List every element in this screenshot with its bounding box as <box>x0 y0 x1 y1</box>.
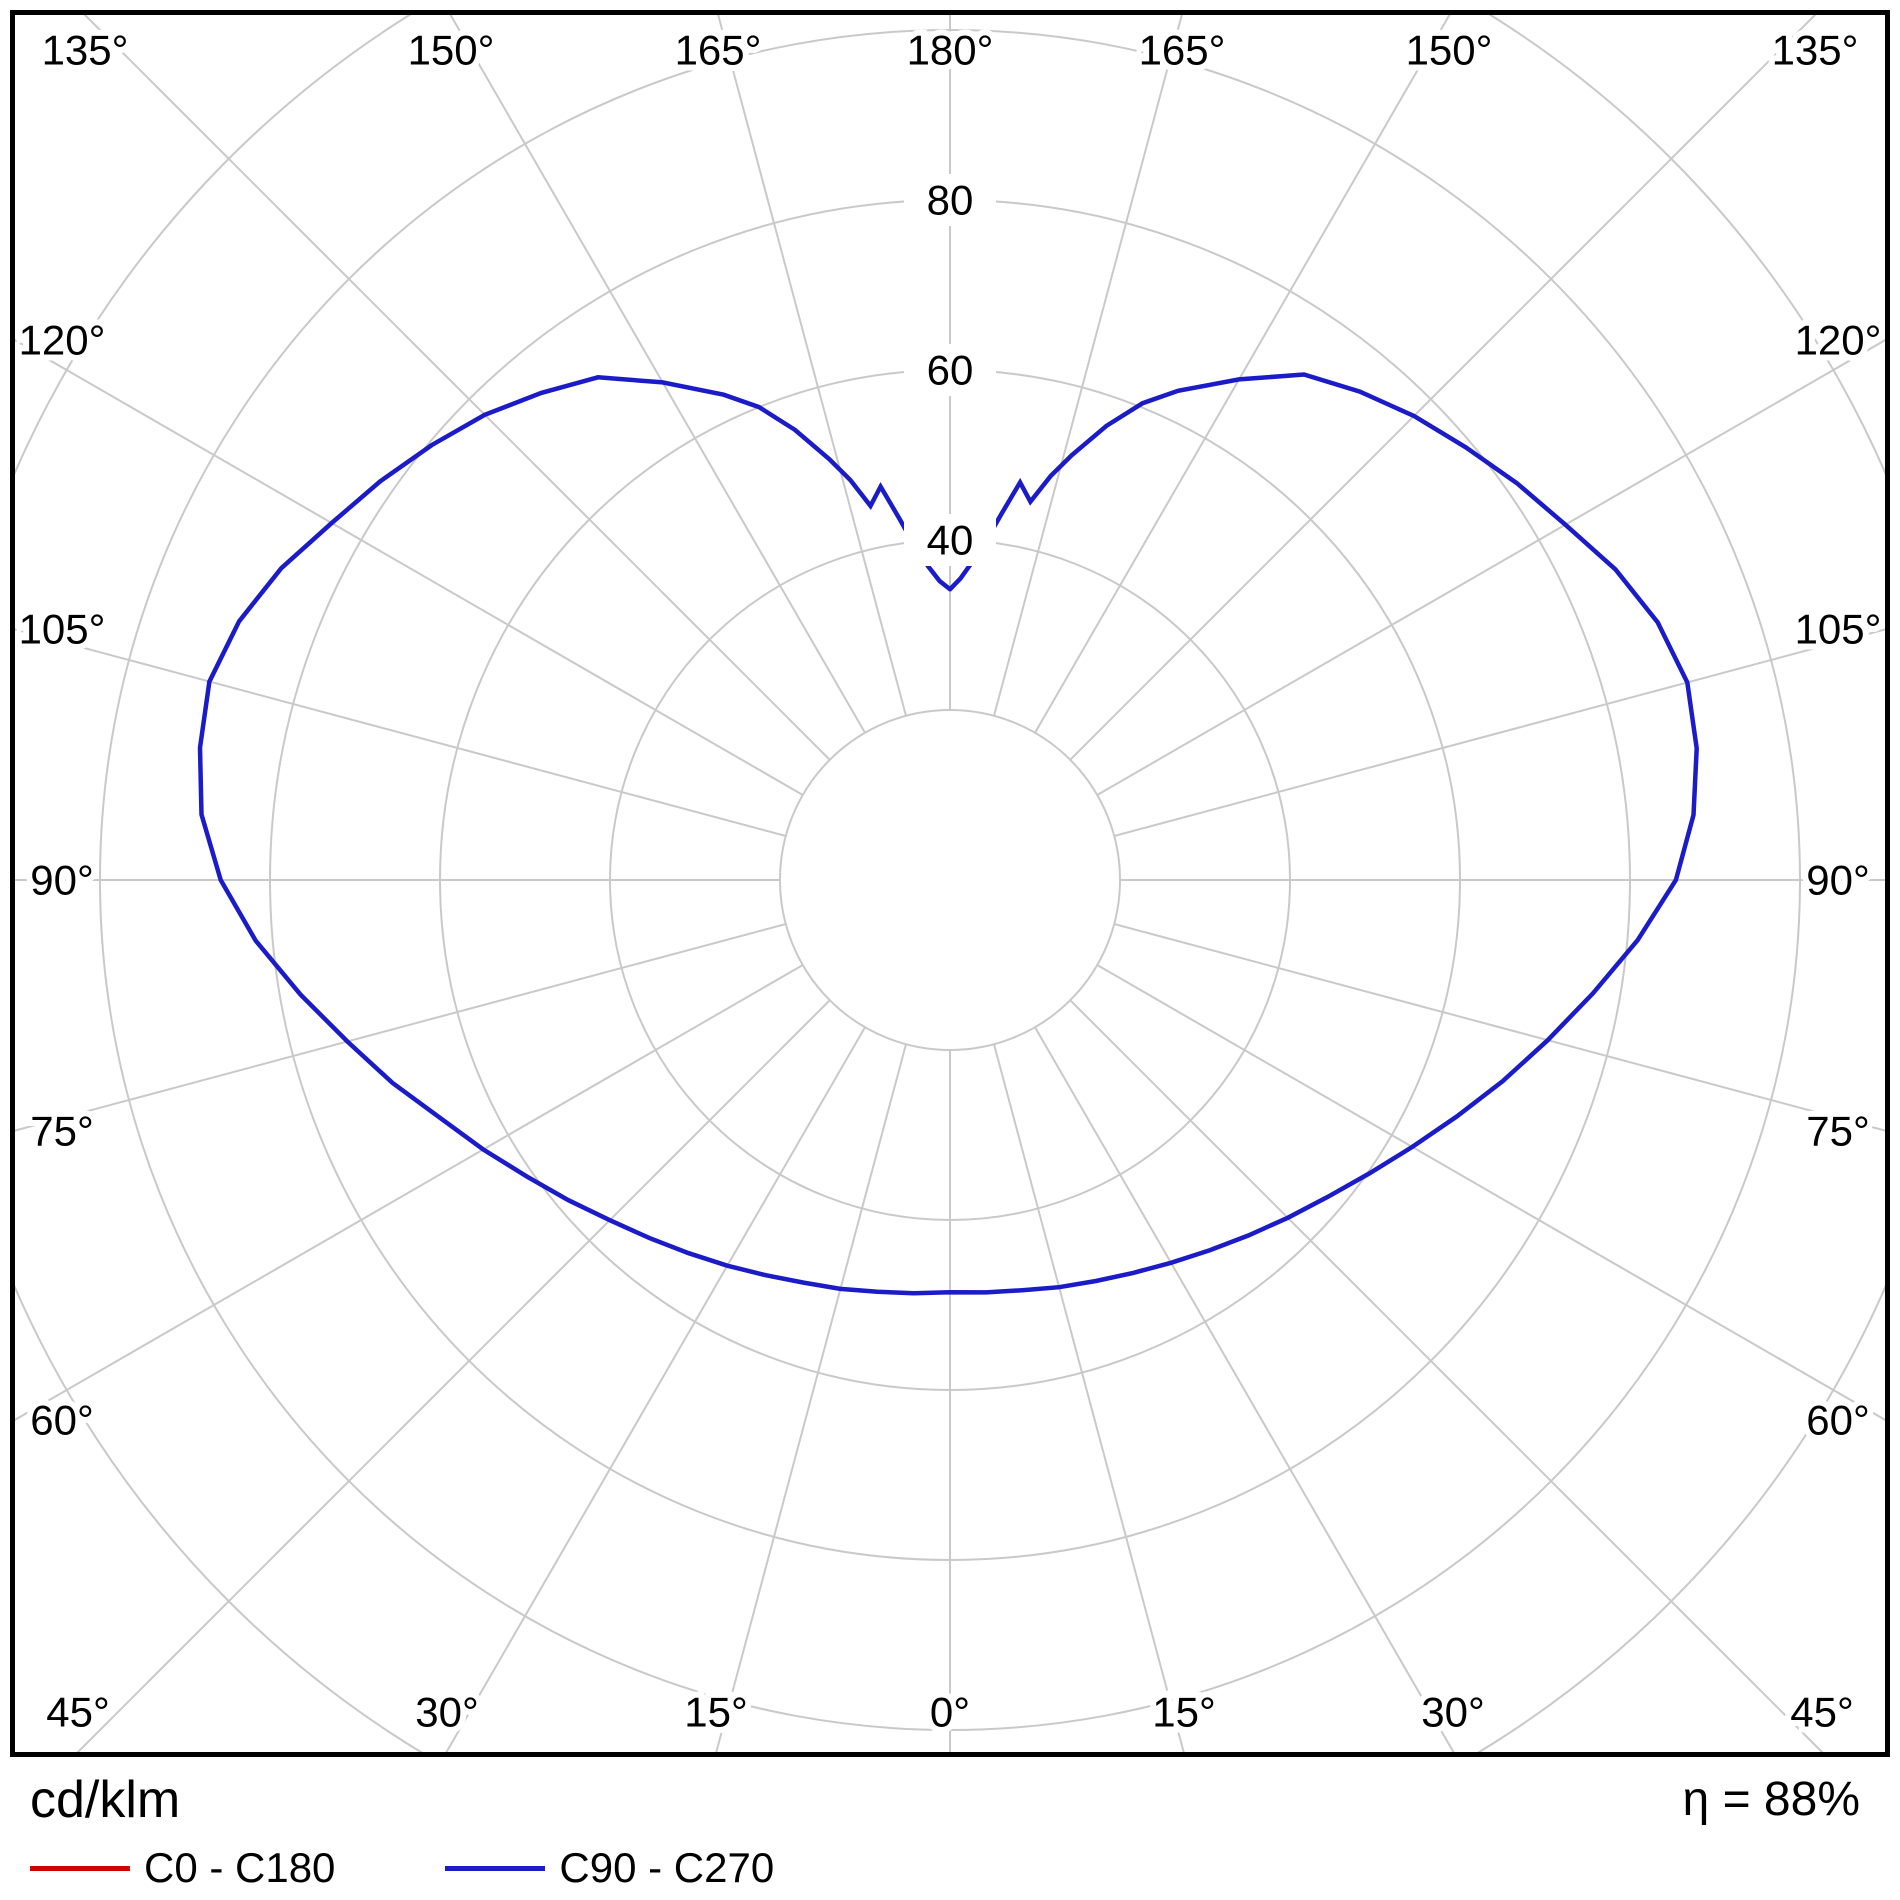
angle-label-150-right: 150° <box>1406 27 1493 74</box>
legend: C0 - C180 C90 - C270 <box>30 1844 774 1892</box>
grid-ray <box>445 1026 866 1752</box>
grid-ray <box>449 15 866 734</box>
legend-item-c90-c270: C90 - C270 <box>445 1844 774 1892</box>
grid-ray <box>715 1043 907 1752</box>
angle-label-15-left: 15° <box>684 1689 748 1736</box>
grid-ray <box>83 15 831 761</box>
angle-label-105-right: 105° <box>1795 606 1882 653</box>
efficiency-value: η = 88% <box>1682 1773 1860 1826</box>
angle-label-45-right: 45° <box>1790 1689 1854 1736</box>
angle-label-0-right: 0° <box>930 1689 970 1736</box>
angle-label-135-left: 135° <box>42 27 129 74</box>
legend-label-c90-c270: C90 - C270 <box>559 1844 775 1891</box>
grid-ray <box>1069 999 1824 1752</box>
grid-ray <box>1113 923 1885 1132</box>
angle-label-120-right: 120° <box>1795 317 1882 364</box>
legend-item-c0-c180: C0 - C180 <box>30 1844 335 1892</box>
angle-label-45-left: 45° <box>46 1689 110 1736</box>
polar-chart-area: 40 60 80 0° 15° 15° 30° 30° 45° 45° 60° 60° 75° 75° 90… <box>10 10 1890 1757</box>
grid-ray <box>15 923 787 1132</box>
units-label: cd/klm <box>30 1771 181 1829</box>
legend-swatch-c90-c270 <box>445 1865 546 1871</box>
grid-ray <box>76 999 831 1752</box>
grid-ray <box>993 1043 1185 1752</box>
polar-chart: 40 60 80 0° 15° 15° 30° 30° 45° 45° 60° 60° 75° 75° 90… <box>10 10 1890 1757</box>
legend-swatch-c0-c180 <box>30 1865 130 1871</box>
chart-border <box>10 10 1890 1757</box>
legend-label-c0-c180: C0 - C180 <box>144 1844 336 1891</box>
angle-label-165-left: 165° <box>675 27 762 74</box>
grid-ray <box>717 15 907 717</box>
angle-label-90-right: 90° <box>1806 857 1870 904</box>
angle-label-90-left: 90° <box>30 857 94 904</box>
chart-footer: cd/klm η = 88% C0 - C180 C90 - C270 <box>0 1758 1900 1900</box>
radial-tick-label: 60 <box>927 347 974 394</box>
grid-ray <box>993 15 1183 717</box>
angle-label-120-left: 120° <box>19 317 106 364</box>
curve-c90-c270 <box>197 372 1699 1296</box>
angle-labels: 0° 15° 15° 30° 30° 45° 45° 60° 60° 75° 75° 90° 90° 10… <box>13 21 1888 1742</box>
grid-circle-20 <box>779 709 1121 1051</box>
angle-label-135-right: 135° <box>1772 27 1859 74</box>
angle-label-15-right: 15° <box>1152 1689 1216 1736</box>
grid-ray <box>1096 964 1885 1421</box>
radial-tick-label: 80 <box>927 177 974 224</box>
angle-label-60-left: 60° <box>30 1397 94 1444</box>
radial-tick-label: 40 <box>927 517 974 564</box>
angle-label-75-left: 75° <box>30 1108 94 1155</box>
grid-ray <box>1069 15 1817 761</box>
angle-label-30-right: 30° <box>1421 1689 1485 1736</box>
polar-grid <box>15 15 1885 1752</box>
angle-label-150-left: 150° <box>408 27 495 74</box>
angle-label-75-right: 75° <box>1806 1108 1870 1155</box>
angle-label-60-right: 60° <box>1806 1397 1870 1444</box>
grid-ray <box>1113 628 1885 837</box>
grid-ray <box>1096 339 1885 796</box>
radial-scale-labels: 40 60 80 <box>904 174 996 566</box>
angle-label-165-right: 165° <box>1139 27 1226 74</box>
grid-ray <box>15 339 804 796</box>
grid-ray <box>15 628 787 837</box>
angle-label-30-left: 30° <box>415 1689 479 1736</box>
angle-label-105-left: 105° <box>19 606 106 653</box>
angle-label-180-right: 180° <box>907 27 994 74</box>
grid-ray <box>1034 15 1451 734</box>
grid-ray <box>1034 1026 1455 1752</box>
grid-ray <box>15 964 804 1421</box>
